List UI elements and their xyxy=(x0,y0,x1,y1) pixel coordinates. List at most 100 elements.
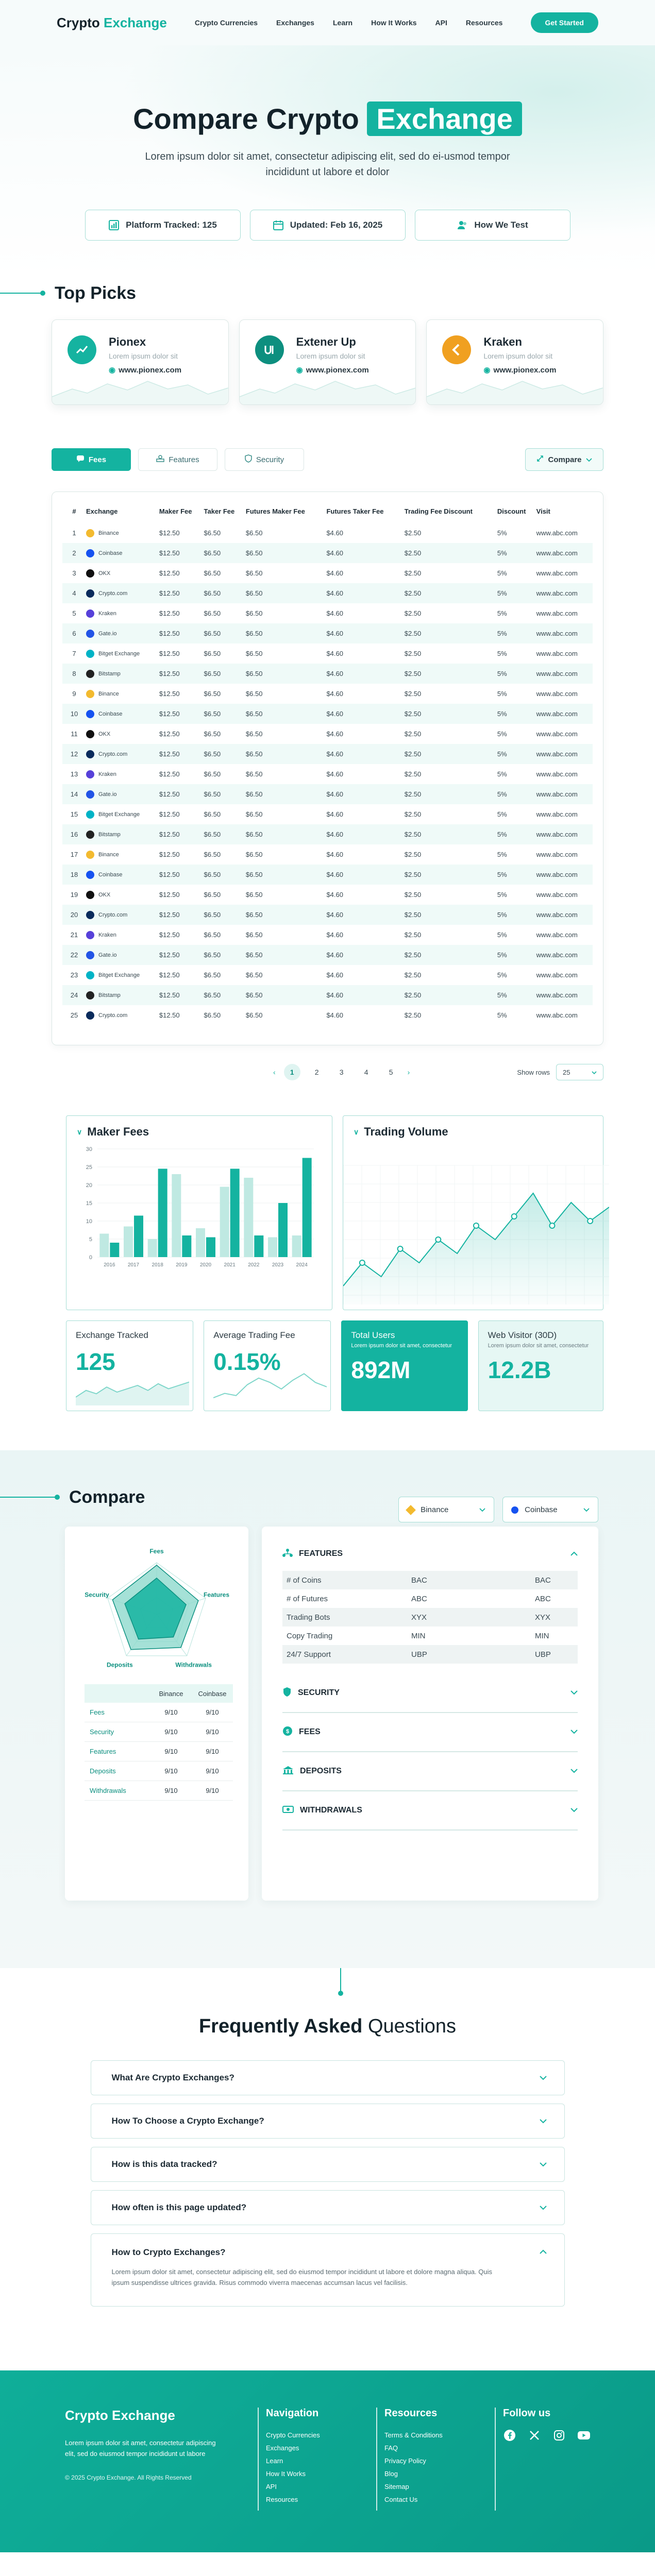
footer-res-link[interactable]: Sitemap xyxy=(384,2483,409,2490)
table-cell[interactable]: www.abc.com xyxy=(536,851,578,858)
accordion-header[interactable]: WITHDRAWALS xyxy=(282,1799,578,1822)
accordion-header[interactable]: DEPOSITS xyxy=(282,1759,578,1783)
footer-res-link[interactable]: Contact Us xyxy=(384,2496,418,2503)
footer-res-link[interactable]: Terms & Conditions xyxy=(384,2431,443,2439)
top-pick-card[interactable]: Kraken Lorem ipsum dolor sit ◉ www.pionex.c… xyxy=(426,319,604,405)
table-cell[interactable]: www.abc.com xyxy=(536,985,593,1005)
table-cell[interactable]: www.abc.com xyxy=(536,1011,578,1019)
nav-link-exchanges[interactable]: Exchanges xyxy=(276,19,314,27)
exchange-name[interactable]: Kraken xyxy=(86,930,159,939)
table-cell[interactable]: www.abc.com xyxy=(536,730,578,738)
exchange-name[interactable]: Coinbase xyxy=(86,549,159,557)
top-pick-card[interactable]: Pionex Lorem ipsum dolor sit ◉ www.pionex.c… xyxy=(52,319,229,405)
footer-res-link[interactable]: FAQ xyxy=(384,2444,398,2452)
exchange-name[interactable]: Crypto.com xyxy=(86,589,159,598)
exchange-name[interactable]: Kraken xyxy=(86,609,159,618)
table-cell[interactable]: www.abc.com xyxy=(536,569,578,577)
footer-nav-link[interactable]: Learn xyxy=(266,2457,283,2465)
table-cell[interactable]: www.abc.com xyxy=(536,945,593,965)
footer-nav-link[interactable]: Crypto Currencies xyxy=(266,2431,320,2439)
exchange-name[interactable]: Coinbase xyxy=(86,709,159,718)
exchange-name[interactable]: Bitget Exchange xyxy=(86,810,159,819)
table-cell[interactable]: www.abc.com xyxy=(536,543,593,563)
exchange-name[interactable]: OKX xyxy=(86,730,159,738)
exchange-a-select[interactable]: Binance xyxy=(398,1497,494,1522)
youtube-icon[interactable] xyxy=(577,2429,591,2442)
table-cell[interactable]: www.abc.com xyxy=(536,824,593,844)
footer-nav-link[interactable]: Resources xyxy=(266,2496,298,2503)
table-cell[interactable]: www.abc.com xyxy=(536,891,578,899)
facebook-icon[interactable] xyxy=(503,2429,516,2442)
table-cell[interactable]: www.abc.com xyxy=(536,704,593,724)
page-number[interactable]: 3 xyxy=(339,1068,344,1076)
exchange-b-select[interactable]: Coinbase xyxy=(502,1497,598,1522)
chevron-left-icon[interactable]: ‹ xyxy=(273,1068,276,1076)
nav-link-crypto-currencies[interactable]: Crypto Currencies xyxy=(194,19,258,27)
tab-features[interactable]: Features xyxy=(138,448,217,471)
how-we-test-card[interactable]: How We Test xyxy=(414,210,570,241)
exchange-name[interactable]: Binance xyxy=(86,529,159,537)
maker-fees-heading[interactable]: ∨ Maker Fees xyxy=(77,1125,322,1139)
nav-link-resources[interactable]: Resources xyxy=(465,19,503,27)
exchange-name[interactable]: Kraken xyxy=(86,770,159,778)
exchange-name[interactable]: Bitstamp xyxy=(86,991,159,999)
page-number[interactable]: 1 xyxy=(283,1064,300,1080)
nav-link-how-it-works[interactable]: How It Works xyxy=(371,19,417,27)
exchange-name[interactable]: Bitstamp xyxy=(86,830,159,839)
nav-link-learn[interactable]: Learn xyxy=(332,19,353,27)
trading-volume-heading[interactable]: ∨ Trading Volume xyxy=(354,1125,593,1139)
table-cell[interactable]: www.abc.com xyxy=(536,905,593,925)
exchange-name[interactable]: Binance xyxy=(86,850,159,859)
chevron-up-icon[interactable] xyxy=(539,2246,547,2257)
exchange-name[interactable]: Gate.io xyxy=(86,951,159,959)
table-cell[interactable]: www.abc.com xyxy=(536,744,593,764)
footer-nav-link[interactable]: API xyxy=(266,2483,277,2490)
table-cell[interactable]: www.abc.com xyxy=(536,583,593,603)
footer-nav-link[interactable]: How It Works xyxy=(266,2470,306,2478)
footer-nav-link[interactable]: Exchanges xyxy=(266,2444,299,2452)
top-pick-url[interactable]: ◉ www.pionex.com xyxy=(296,365,369,375)
table-cell[interactable]: www.abc.com xyxy=(536,865,593,885)
chevron-right-icon[interactable]: › xyxy=(407,1068,410,1076)
get-started-button[interactable]: Get Started xyxy=(530,12,598,33)
faq-item[interactable]: How is this data tracked? xyxy=(90,2147,565,2182)
footer-res-link[interactable]: Privacy Policy xyxy=(384,2457,426,2465)
exchange-name[interactable]: Gate.io xyxy=(86,790,159,799)
exchange-name[interactable]: Gate.io xyxy=(86,629,159,638)
page-number[interactable]: 5 xyxy=(389,1068,393,1076)
faq-item-open[interactable]: How to Crypto Exchanges? Lorem ipsum dol… xyxy=(90,2233,565,2307)
page-number[interactable]: 2 xyxy=(314,1068,319,1076)
accordion-header[interactable]: SECURITY xyxy=(282,1681,578,1705)
exchange-name[interactable]: Crypto.com xyxy=(86,1011,159,1020)
table-cell[interactable]: www.abc.com xyxy=(536,931,578,939)
table-cell[interactable]: www.abc.com xyxy=(536,664,593,684)
exchange-name[interactable]: OKX xyxy=(86,890,159,899)
exchange-name[interactable]: OKX xyxy=(86,569,159,578)
x-icon[interactable] xyxy=(528,2429,541,2442)
exchange-name[interactable]: Bitget Exchange xyxy=(86,971,159,979)
footer-res-link[interactable]: Blog xyxy=(384,2470,398,2478)
table-cell[interactable]: www.abc.com xyxy=(536,810,578,818)
exchange-name[interactable]: Coinbase xyxy=(86,870,159,879)
instagram-icon[interactable] xyxy=(552,2429,566,2442)
tab-fees[interactable]: Fees xyxy=(52,448,131,471)
features-accordion-header[interactable]: FEATURES xyxy=(282,1542,578,1566)
table-cell[interactable]: www.abc.com xyxy=(536,650,578,657)
table-cell[interactable]: www.abc.com xyxy=(536,609,578,617)
exchange-name[interactable]: Bitget Exchange xyxy=(86,649,159,658)
compare-dropdown[interactable]: Compare xyxy=(525,448,603,471)
table-cell[interactable]: www.abc.com xyxy=(536,770,578,778)
faq-item[interactable]: How To Choose a Crypto Exchange? xyxy=(90,2104,565,2139)
table-cell[interactable]: www.abc.com xyxy=(536,529,578,537)
faq-item[interactable]: What Are Crypto Exchanges? xyxy=(90,2060,565,2095)
table-cell[interactable]: www.abc.com xyxy=(536,690,578,698)
tab-security[interactable]: Security xyxy=(225,448,304,471)
exchange-name[interactable]: Bitstamp xyxy=(86,669,159,678)
table-cell[interactable]: www.abc.com xyxy=(536,971,578,979)
faq-item[interactable]: How often is this page updated? xyxy=(90,2190,565,2225)
top-pick-url[interactable]: ◉ www.pionex.com xyxy=(109,365,181,375)
page-number[interactable]: 4 xyxy=(364,1068,368,1076)
table-cell[interactable]: www.abc.com xyxy=(536,784,593,804)
accordion-header[interactable]: $ FEES xyxy=(282,1720,578,1744)
exchange-name[interactable]: Crypto.com xyxy=(86,750,159,758)
